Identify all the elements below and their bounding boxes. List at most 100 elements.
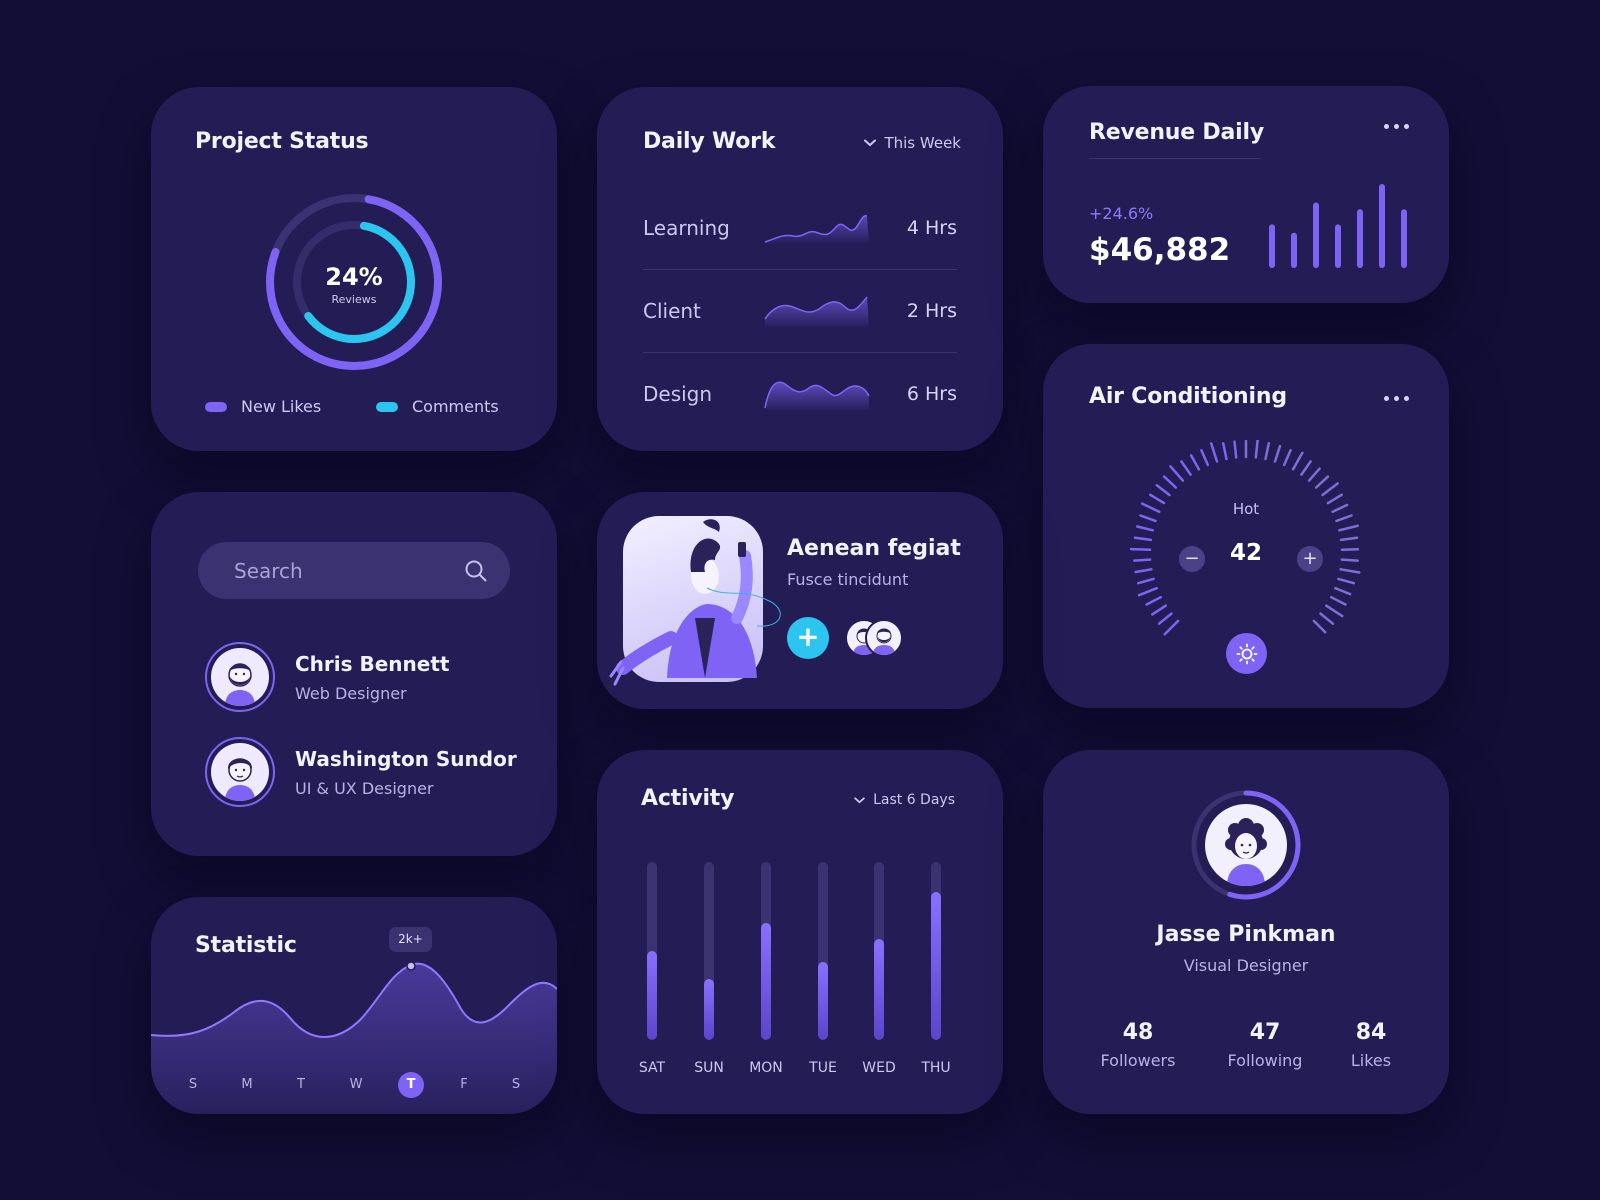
activity-bar-wed[interactable]: WED xyxy=(849,862,909,1082)
work-row-design[interactable]: Design 6 Hrs xyxy=(643,353,957,435)
weekday-1[interactable]: S xyxy=(188,1077,198,1092)
title-underline xyxy=(1089,158,1261,159)
curly-hair-woman-avatar-icon xyxy=(1225,818,1267,886)
temperature-dial[interactable] xyxy=(1121,440,1371,670)
person-item-washington-sundor[interactable]: Washington Sundor UI & UX Designer xyxy=(205,737,517,807)
activity-bar-mon[interactable]: MON xyxy=(736,862,796,1082)
dial-tick xyxy=(1137,586,1158,597)
legend-comments: Comments xyxy=(376,397,499,416)
revenue-change: +24.6% xyxy=(1089,204,1154,223)
daily-work-filter-dropdown[interactable]: This Week xyxy=(864,134,961,152)
likes-stat[interactable]: 84 Likes xyxy=(1311,1020,1431,1070)
man-avatar-icon xyxy=(225,758,255,801)
search-icon[interactable] xyxy=(464,559,488,583)
weekday-5[interactable]: T xyxy=(398,1072,424,1098)
decrease-temperature-button[interactable]: − xyxy=(1179,546,1205,572)
activity-bar-track xyxy=(647,862,657,1040)
dial-tick xyxy=(1233,440,1238,459)
sun-mode-button[interactable] xyxy=(1226,633,1267,674)
daily-work-title: Daily Work xyxy=(643,129,776,154)
new-likes-label: New Likes xyxy=(241,397,322,416)
weekday-3[interactable]: T xyxy=(297,1077,305,1092)
activity-filter-dropdown[interactable]: Last 6 Days xyxy=(854,792,955,808)
work-row-hours: 4 Hrs xyxy=(906,217,957,239)
activity-bar-sat[interactable]: SAT xyxy=(622,862,682,1082)
bearded-man-avatar-icon xyxy=(873,628,895,655)
activity-bar-track xyxy=(818,862,828,1040)
revenue-bar xyxy=(1357,209,1363,268)
activity-bar-tue[interactable]: TUE xyxy=(793,862,853,1082)
person-illustration xyxy=(609,516,781,686)
air-conditioning-title: Air Conditioning xyxy=(1089,384,1287,409)
feature-profile-card: Aenean fegiat Fusce tincidunt + xyxy=(597,492,1003,709)
reviews-percentage: 24% xyxy=(325,263,383,291)
dial-tick xyxy=(1157,612,1173,625)
activity-bar-sun[interactable]: SUN xyxy=(679,862,739,1082)
weekday-6[interactable]: F xyxy=(460,1077,468,1092)
weekday-4[interactable]: W xyxy=(349,1077,363,1092)
increase-temperature-button[interactable]: + xyxy=(1297,546,1323,572)
dial-tick xyxy=(1300,460,1312,476)
dial-tick xyxy=(1331,503,1349,514)
revenue-bar xyxy=(1269,224,1275,268)
woman-with-phone-illustration xyxy=(609,519,781,686)
work-row-learning[interactable]: Learning 4 Hrs xyxy=(643,187,957,269)
revenue-bar xyxy=(1401,209,1407,268)
activity-bar-fill xyxy=(761,923,771,1040)
weekday-2[interactable]: M xyxy=(241,1077,253,1092)
dial-tick xyxy=(1338,524,1359,532)
dial-tick xyxy=(1163,619,1180,636)
dial-tick xyxy=(1151,604,1167,616)
work-row-label: Learning xyxy=(643,216,730,240)
air-conditioning-more-icon[interactable] xyxy=(1384,396,1409,401)
revenue-bar xyxy=(1313,202,1319,268)
dial-tick xyxy=(1221,442,1228,461)
activity-day-label: THU xyxy=(921,1060,951,1076)
dial-tick xyxy=(1339,568,1361,574)
activity-bar-track xyxy=(931,862,941,1040)
comments-label: Comments xyxy=(412,397,499,416)
dial-tick xyxy=(1335,514,1353,523)
chevron-down-icon xyxy=(854,796,865,803)
activity-bar-fill xyxy=(818,962,828,1040)
dial-tick xyxy=(1162,475,1178,489)
reviews-donut-chart xyxy=(266,194,442,370)
reviews-label: Reviews xyxy=(331,293,377,306)
followers-stat[interactable]: 48 Followers xyxy=(1078,1020,1198,1070)
person-item-chris-bennett[interactable]: Chris Bennett Web Designer xyxy=(205,642,449,712)
dial-tick xyxy=(1329,595,1347,606)
feature-name: Aenean fegiat xyxy=(787,536,961,561)
design-sparkline xyxy=(764,381,870,410)
revenue-bar xyxy=(1379,184,1385,268)
air-conditioning-card: Air Conditioning Hot − 42 + xyxy=(1043,344,1449,708)
activity-filter-label: Last 6 Days xyxy=(873,792,955,808)
avatar[interactable] xyxy=(1205,804,1287,886)
dial-tick xyxy=(1282,449,1292,467)
search-bar[interactable] xyxy=(198,542,510,599)
dial-tick xyxy=(1273,444,1282,463)
dial-tick xyxy=(1180,460,1192,476)
weekday-7[interactable]: S xyxy=(511,1077,521,1092)
work-row-client[interactable]: Client 2 Hrs xyxy=(643,270,957,352)
activity-bar-track xyxy=(874,862,884,1040)
revenue-bar-chart xyxy=(1269,184,1407,268)
dial-tick xyxy=(1339,536,1359,542)
member-avatar[interactable] xyxy=(865,619,903,657)
dial-tick xyxy=(1134,568,1153,574)
revenue-more-icon[interactable] xyxy=(1384,124,1409,129)
row-divider xyxy=(643,269,957,270)
dial-tick xyxy=(1334,586,1352,596)
dial-tick xyxy=(1155,484,1171,497)
revenue-daily-card: Revenue Daily +24.6% $46,882 xyxy=(1043,86,1449,303)
profile-name: Jasse Pinkman xyxy=(1156,922,1336,947)
activity-day-label: MON xyxy=(749,1060,783,1076)
person-name: Chris Bennett xyxy=(295,651,450,676)
search-input[interactable] xyxy=(234,558,454,583)
following-stat[interactable]: 47 Following xyxy=(1205,1020,1325,1070)
temperature-value: 42 xyxy=(1229,540,1262,566)
person-name: Washington Sundor xyxy=(295,746,517,771)
dial-tick xyxy=(1325,604,1344,618)
activity-bar-thu[interactable]: THU xyxy=(906,862,966,1082)
legend-new-likes: New Likes xyxy=(205,397,321,416)
add-button[interactable]: + xyxy=(787,617,829,659)
